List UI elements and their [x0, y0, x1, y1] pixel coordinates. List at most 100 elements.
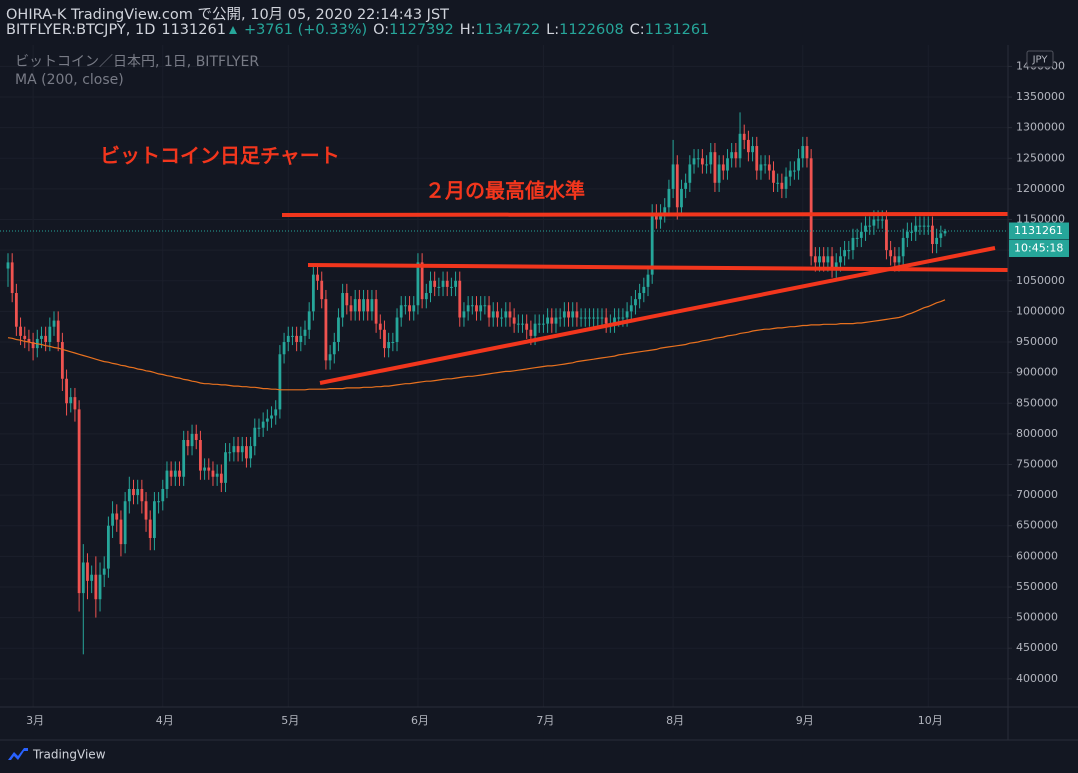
candle-body	[416, 262, 420, 306]
candle-body	[525, 323, 529, 330]
candle-body	[240, 446, 244, 453]
close-label: C:	[629, 22, 645, 38]
candle-body	[667, 188, 671, 208]
candle-body	[286, 335, 290, 343]
candle-body	[115, 513, 119, 520]
candle-body	[625, 311, 629, 318]
candle-body	[261, 421, 265, 428]
candle-body	[496, 311, 499, 318]
candle-body	[617, 317, 621, 319]
candle-body	[675, 164, 679, 208]
candle-body	[420, 262, 424, 300]
candle-body	[855, 237, 859, 239]
candle-body	[194, 433, 198, 440]
candle-body	[450, 286, 453, 288]
candle-body	[123, 501, 127, 545]
candle-body	[295, 335, 299, 343]
annotation: ビットコイン日足チャート	[100, 144, 340, 168]
candle-body	[746, 139, 750, 153]
candle-body	[742, 133, 746, 140]
x-tick-label: 10月	[918, 714, 943, 727]
candle-body	[228, 452, 232, 454]
candle-body	[813, 256, 817, 263]
candle-body	[604, 317, 608, 324]
candle-body	[211, 470, 215, 477]
x-tick-label: 3月	[26, 714, 44, 727]
candle-body	[349, 305, 353, 312]
currency-label[interactable]: JPY	[1032, 55, 1049, 66]
candle-body	[328, 354, 332, 361]
open-value: 1127392	[389, 22, 454, 38]
x-tick-label: 8月	[666, 714, 684, 727]
candle-body	[445, 280, 449, 287]
candle-body	[148, 519, 152, 538]
candle-body	[370, 299, 374, 312]
candle-body	[320, 280, 324, 300]
candle-body	[52, 320, 56, 327]
candle-body	[253, 427, 257, 447]
currency-button[interactable]	[1026, 50, 1054, 68]
candle-body	[634, 299, 637, 306]
brand: TradingView	[32, 748, 106, 762]
candle-body	[592, 317, 596, 319]
candle-body	[483, 305, 487, 307]
candle-body	[111, 513, 114, 526]
candle-body	[173, 470, 177, 477]
candle-body	[56, 320, 60, 343]
candle-body	[533, 323, 537, 336]
x-tick-label: 5月	[281, 714, 299, 727]
candle-body	[77, 409, 81, 594]
candle-body	[872, 219, 876, 226]
y-tick-label: 950000	[1016, 335, 1058, 348]
high-value: 1134722	[475, 22, 541, 38]
trend-line	[281, 212, 1009, 217]
legend-ma: MA (200, close)	[15, 72, 124, 88]
high-label: H:	[459, 22, 476, 38]
candle-body	[529, 329, 533, 336]
low-value: 1122608	[559, 22, 624, 38]
y-tick-label: 450000	[1016, 641, 1058, 654]
candle-body	[27, 338, 31, 343]
candle-body	[249, 446, 253, 459]
candle-body	[738, 133, 742, 159]
candle-body	[767, 164, 771, 171]
open-label: O:	[373, 22, 390, 38]
candle-body	[500, 317, 503, 319]
candle-body	[374, 299, 378, 324]
candle-body	[805, 146, 809, 159]
candle-body	[190, 433, 194, 447]
candle-body	[144, 501, 148, 520]
y-tick-label: 750000	[1016, 457, 1058, 470]
candle-body	[780, 182, 784, 189]
candle-body	[395, 317, 399, 343]
candle-body	[763, 164, 767, 166]
candle-body	[199, 439, 202, 471]
x-tick-label: 7月	[536, 714, 554, 727]
candle-body	[132, 488, 135, 496]
candle-body	[868, 225, 872, 227]
candle-body	[885, 219, 888, 251]
candle-body	[843, 250, 847, 257]
symbol: BITFLYER:BTCJPY, 1D	[6, 22, 156, 38]
candle-body	[876, 219, 880, 221]
candle-body	[784, 176, 788, 189]
x-tick-label: 4月	[156, 714, 174, 727]
candle-body	[278, 354, 282, 410]
last-price: 1131261	[161, 22, 226, 38]
candle-body	[562, 311, 566, 318]
candle-body	[307, 311, 311, 330]
candle-body	[274, 409, 278, 416]
candle-body	[583, 317, 587, 319]
candle-body	[893, 256, 897, 263]
candle-body	[642, 286, 646, 294]
candle-body	[491, 311, 495, 318]
candle-body	[822, 256, 826, 263]
candle-body	[809, 158, 813, 257]
candle-body	[341, 293, 345, 318]
candle-body	[596, 317, 600, 319]
candle-body	[102, 568, 106, 575]
header-line-1: OHIRA-K TradingView.com で公開, 10月 05, 202…	[6, 3, 449, 24]
candle-body	[931, 225, 934, 245]
y-tick-label: 650000	[1016, 519, 1058, 532]
candle-body	[10, 262, 14, 294]
